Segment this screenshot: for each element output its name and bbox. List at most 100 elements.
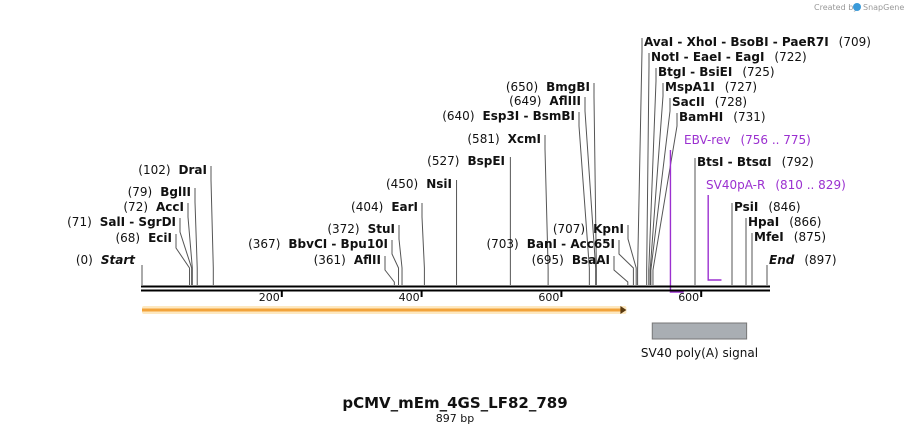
site-label-kpni: (707) KpnI [553,222,624,236]
site-position: (728) [715,95,747,109]
enzyme-name: BanI - Acc65I [527,237,615,251]
primer-range: (810 .. 829) [775,178,845,192]
end-name: End [769,253,795,267]
site-label-mspa1i: MspA1I (727) [665,80,757,94]
leader-line-mspa1i [649,83,664,285]
site-position: (846) [768,200,800,214]
leader-line-avai-xhoi-bsobi-paer7i [637,38,643,285]
leader-line-bbvci-bpu10i [391,240,400,285]
site-label-ecii: (68) EciI [115,231,172,245]
site-label-btsi-bts-i: BtsI - BtsαI (792) [697,155,814,169]
leader-line-aflii [384,256,395,285]
start-label: (0) Start [76,253,136,267]
feature-box-sv40-poly-a-signal [651,322,748,340]
site-label-xcmi: (581) XcmI [467,132,541,146]
site-position: (703) [486,237,518,251]
enzyme-name: MfeI [754,230,784,244]
ruler-label-200: 200 [259,291,280,304]
leader-line-bsaai [613,256,629,285]
site-position: (367) [248,237,280,251]
site-position: (361) [314,253,346,267]
enzyme-name: HpaI [748,215,779,229]
enzyme-name: PsiI [734,200,758,214]
primer-bar-sv40pa-r [707,195,722,281]
site-position: (727) [725,80,757,94]
leader-line-bmgbi [593,83,597,285]
site-position: (866) [789,215,821,229]
site-label-bani-acc65i: (703) BanI - Acc65I [486,237,615,251]
primer-label-ebv-rev: EBV-rev (756 .. 775) [684,133,811,147]
site-label-bspei: (527) BspEI [427,154,505,168]
site-label-eari: (404) EarI [351,200,418,214]
features: SV40 poly(A) signal [142,306,758,360]
enzyme-name: BtsI - BtsαI [697,155,772,169]
start-position: (0) [76,253,93,267]
map-title: pCMV_mEm_4GS_LF82_789 [342,394,567,412]
site-position: (450) [386,177,418,191]
site-position: (640) [442,109,474,123]
leader-line-sali-sgrdi [179,218,193,285]
snapgene-logo-icon [853,3,861,11]
site-position: (792) [782,155,814,169]
enzyme-name: AccI [156,200,184,214]
ruler-label-400: 400 [399,291,420,304]
site-position: (649) [509,94,541,108]
leader-line-bglii [194,188,198,285]
primer-name: SV40pA-R [706,178,765,192]
enzyme-name: NsiI [426,177,452,191]
site-label-noti-eaei-eagi: NotI - EaeI - EagI (722) [651,50,807,64]
site-position: (79) [128,185,153,199]
site-label-bsaai: (695) BsaAI [532,253,610,267]
site-label-drai: (102) DraI [138,163,207,177]
primer-name: EBV-rev [684,133,730,147]
site-position: (72) [123,200,148,214]
enzyme-name: EciI [148,231,172,245]
site-label-afliii: (649) AflIII [509,94,581,108]
enzyme-name: MspA1I [665,80,715,94]
end-position: (897) [804,253,836,267]
enzyme-name: AflIII [549,94,581,108]
site-position: (650) [506,80,538,94]
sequence-line [141,285,770,292]
credit-brand: SnapGene [863,3,904,12]
leader-line-esp3i-bsmbi [578,112,590,285]
site-labels: (68) EciI (71) SalI - SgrDI(72) AccI(79) BglI… [67,35,871,267]
site-label-avai-xhoi-bsobi-paer7i: AvaI - XhoI - BsoBI - PaeR7I (709) [644,35,871,49]
site-position: (709) [839,35,871,49]
snapgene-credit: Created by SnapGene [814,3,904,12]
feature-label-sv40-poly-a-signal: SV40 poly(A) signal [641,346,758,360]
site-label-mfei: MfeI (875) [754,230,826,244]
site-label-stui: (372) StuI [327,222,395,236]
site-position: (68) [115,231,140,245]
enzyme-name: EarI [391,200,418,214]
site-position: (71) [67,215,92,229]
site-position: (581) [467,132,499,146]
feature-arrow-head-icon [620,306,627,314]
map-length: 897 bp [436,412,474,425]
ruler: 200 400 600 600 [259,291,703,304]
credit-prefix: Created by [814,3,858,12]
enzyme-name: SacII [672,95,705,109]
leader-line-sacii [650,98,671,285]
enzyme-name: BsaAI [572,253,610,267]
leader-lines [141,38,768,285]
leader-line-afliii [584,97,597,285]
leader-line-bamhi [652,113,678,285]
leader-line-acci [187,203,193,285]
enzyme-name: BamHI [679,110,723,124]
enzyme-name: SalI - SgrDI [100,215,176,229]
site-label-aflii: (361) AflII [314,253,381,267]
site-position: (527) [427,154,459,168]
enzyme-name: AvaI - XhoI - BsoBI - PaeR7I [644,35,829,49]
site-label-sali-sgrdi: (71) SalI - SgrDI [67,215,176,229]
enzyme-name: DraI [179,163,207,177]
enzyme-name: Esp3I - BsmBI [483,109,575,123]
leader-line-xcmi [544,135,549,285]
leader-line-eari [421,203,425,285]
primers: EBV-rev (756 .. 775) SV40pA-R (810 .. 829) [669,133,846,293]
end-label: End (897) [769,253,837,267]
ruler-label-800: 600 [678,291,699,304]
enzyme-name: AflII [354,253,381,267]
site-label-bglii: (79) BglII [128,185,191,199]
site-position: (695) [532,253,564,267]
